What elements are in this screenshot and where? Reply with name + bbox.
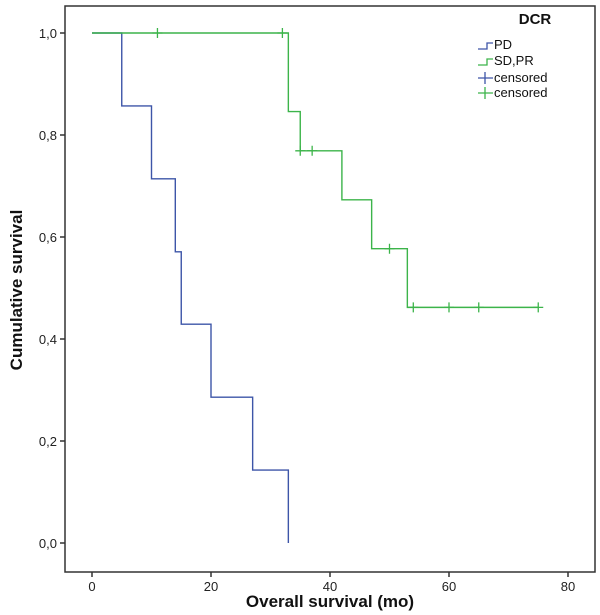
survival-curve-pd	[92, 32, 290, 543]
censored-mark-sd-pr	[473, 302, 484, 313]
legend-sdpr-symbol	[478, 58, 493, 66]
legend-pd-label: PD	[494, 37, 512, 52]
censored-mark-sd-pr	[307, 145, 318, 156]
legend: DCR PD SD,PR censored censored	[478, 11, 551, 100]
censored-mark-sd-pr	[295, 145, 306, 156]
legend-censored-sdpr-symbol	[478, 87, 493, 99]
plot-frame	[64, 5, 596, 573]
y-tick-label: 0,2	[39, 434, 57, 449]
x-tick-label: 20	[204, 579, 218, 594]
y-tick-label: 0,4	[39, 332, 57, 347]
x-tick-label: 80	[561, 579, 575, 594]
censored-mark-sd-pr	[277, 28, 288, 38]
censored-mark-sd-pr	[408, 302, 419, 313]
x-axis-label: Overall survival (mo)	[246, 592, 414, 611]
y-tick-label: 0,8	[39, 128, 57, 143]
y-axis-label: Cumulative survival	[7, 210, 26, 371]
censored-mark-sd-pr	[533, 302, 544, 313]
y-tick-label: 1,0	[39, 26, 57, 41]
legend-censored-sdpr-label: censored	[494, 85, 547, 100]
legend-censored-pd-symbol	[478, 72, 493, 84]
legend-title: DCR	[519, 11, 552, 28]
censored-mark-sd-pr	[152, 28, 163, 38]
legend-censored-pd-label: censored	[494, 70, 547, 85]
legend-sdpr-label: SD,PR	[494, 53, 534, 68]
x-tick-label: 40	[323, 579, 337, 594]
x-tick-label: 60	[442, 579, 456, 594]
censored-mark-sd-pr	[444, 302, 454, 313]
legend-pd-symbol	[478, 42, 493, 50]
y-tick-label: 0,0	[39, 536, 57, 551]
y-tick-label: 0,6	[39, 230, 57, 245]
censored-mark-sd-pr	[384, 243, 395, 254]
survival-curve-sd-pr	[92, 32, 539, 309]
x-tick-label: 0	[88, 579, 95, 594]
